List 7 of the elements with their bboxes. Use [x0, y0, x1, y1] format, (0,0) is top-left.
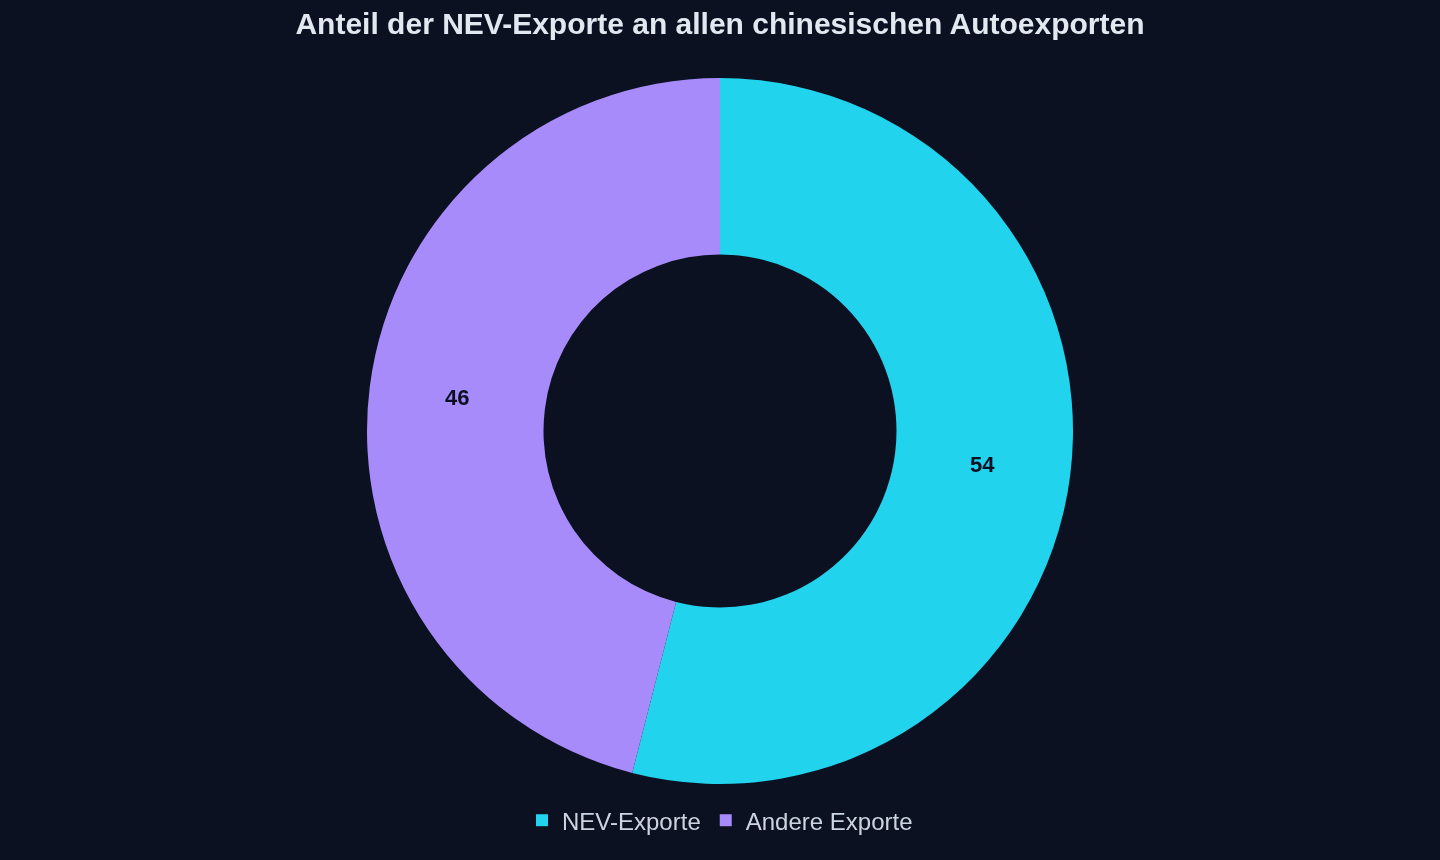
legend-label: Andere Exporte	[745, 807, 913, 835]
donut-slice	[367, 78, 720, 773]
data-label: 46	[445, 385, 470, 411]
legend-label: NEV-Exporte	[562, 807, 701, 835]
data-label: 54	[970, 451, 996, 477]
donut-slice	[632, 78, 1073, 784]
chart-title: Anteil der NEV-Exporte an allen chinesischen Autoexporten	[295, 6, 1145, 40]
